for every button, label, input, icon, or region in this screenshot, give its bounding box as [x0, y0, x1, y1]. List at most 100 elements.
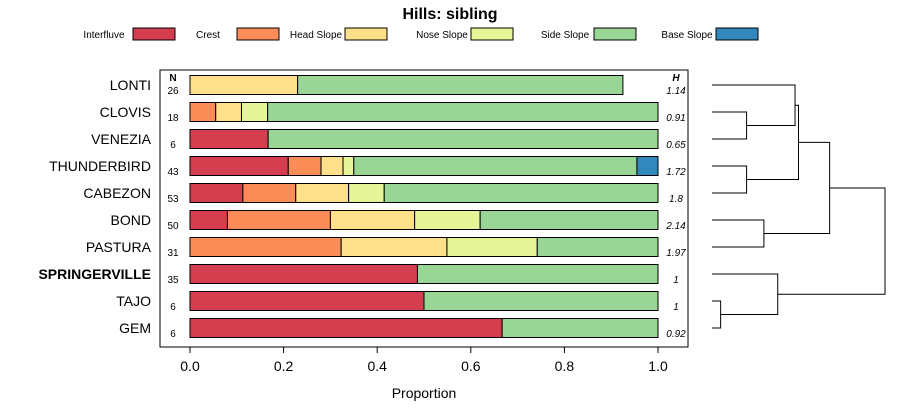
h-value: 0.65	[666, 140, 686, 151]
row-gem: GEM 6 0.92	[119, 318, 686, 340]
legend-label-nose-slope: Nose Slope	[416, 30, 468, 41]
bar-segment-head-slope	[340, 237, 448, 257]
x-tick-label: 0.2	[274, 358, 294, 374]
x-tick-label: 0.6	[461, 358, 481, 374]
bar-segment-nose-slope	[348, 183, 385, 203]
n-value: 6	[170, 140, 176, 151]
h-value: 0.92	[666, 329, 686, 340]
n-value: 43	[167, 167, 179, 178]
category-label: CABEZON	[83, 185, 151, 201]
row-cabezon: CABEZON 53 1.8	[83, 183, 683, 205]
bar-segment-side-slope	[297, 75, 624, 95]
bar-segment-side-slope	[423, 291, 659, 311]
h-value: 1.14	[666, 86, 686, 97]
h-value: 1.97	[666, 248, 686, 259]
n-value: 50	[167, 221, 179, 232]
n-value: 26	[167, 86, 179, 97]
legend-swatch-head-slope	[344, 27, 388, 41]
x-tick-label: 0.4	[367, 358, 387, 374]
bar-segment-side-slope	[501, 318, 659, 338]
legend-label-base-slope: Base Slope	[661, 30, 713, 41]
n-value: 6	[170, 329, 176, 340]
h-value: 2.14	[665, 221, 686, 232]
legend-swatch-side-slope	[593, 27, 637, 41]
bar-segment-head-slope	[189, 75, 299, 95]
dendrogram-link	[712, 165, 748, 194]
bar-segment-interfluve	[189, 264, 418, 284]
bar-segment-interfluve	[189, 129, 269, 149]
category-label: THUNDERBIRD	[49, 158, 151, 174]
dendrogram-link	[746, 104, 799, 180]
row-springerville: SPRINGERVILLE 35 1	[38, 264, 679, 286]
category-label: GEM	[119, 320, 151, 336]
h-value: 1.72	[666, 167, 686, 178]
category-label: PASTURA	[86, 239, 152, 255]
row-pastura: PASTURA 31 1.97	[86, 237, 686, 259]
bar-segment-side-slope	[416, 264, 659, 284]
legend: Interfluve Crest Head Slope Nose Slope Side …	[83, 27, 759, 41]
h-value: 1	[673, 275, 679, 286]
row-thunderbird: THUNDERBIRD 43 1.72	[49, 156, 686, 178]
bar-segment-interfluve	[189, 210, 228, 230]
x-tick-label: 0.8	[555, 358, 575, 374]
legend-swatch-crest	[236, 27, 280, 41]
bar-segment-head-slope	[295, 183, 350, 203]
legend-swatch-interfluve	[132, 27, 176, 41]
bar-segment-nose-slope	[414, 210, 481, 230]
bar-segment-side-slope	[267, 129, 659, 149]
bar-segment-nose-slope	[240, 102, 269, 122]
bar-segment-crest	[226, 210, 331, 230]
dendrogram-link	[763, 141, 831, 234]
category-label: LONTI	[110, 77, 151, 93]
dendrogram-link	[712, 111, 748, 140]
bar-rows: LONTI 26 1.14 CLOVIS 18 0.91 VENEZIA 6 0.65 THUND…	[38, 75, 686, 340]
dendrogram-link	[712, 273, 779, 315]
x-axis-title: Proportion	[392, 385, 457, 401]
h-value: 1	[673, 302, 679, 313]
bar-segment-crest	[287, 156, 322, 176]
h-value: 0.91	[666, 113, 685, 124]
dendrogram-link	[712, 219, 765, 248]
bar-segment-interfluve	[189, 156, 289, 176]
row-clovis: CLOVIS 18 0.91	[100, 102, 686, 124]
n-value: 6	[170, 302, 176, 313]
dendrogram-link	[712, 84, 796, 126]
bar-segment-head-slope	[329, 210, 416, 230]
legend-label-interfluve: Interfluve	[83, 30, 125, 41]
n-value: 53	[167, 194, 179, 205]
row-venezia: VENEZIA 6 0.65	[91, 129, 686, 151]
bar-segment-interfluve	[189, 318, 503, 338]
dendrogram-link	[712, 300, 722, 329]
category-label: TAJO	[116, 293, 151, 309]
bar-segment-base-slope	[636, 156, 659, 176]
bar-segment-nose-slope	[446, 237, 538, 257]
row-bond: BOND 50 2.14	[111, 210, 686, 232]
legend-swatch-nose-slope	[470, 27, 514, 41]
bar-segment-head-slope	[320, 156, 344, 176]
bar-segment-head-slope	[215, 102, 242, 122]
bar-segment-crest	[189, 102, 217, 122]
bar-segment-side-slope	[479, 210, 659, 230]
bar-segment-side-slope	[383, 183, 659, 203]
bar-segment-side-slope	[353, 156, 638, 176]
bar-segment-side-slope	[536, 237, 659, 257]
dendrogram	[712, 84, 886, 329]
h-value: 1.8	[669, 194, 683, 205]
legend-swatch-base-slope	[715, 27, 759, 41]
n-value: 18	[167, 113, 179, 124]
legend-label-crest: Crest	[196, 30, 220, 41]
n-value: 35	[167, 275, 179, 286]
bar-segment-interfluve	[189, 291, 425, 311]
category-label: SPRINGERVILLE	[38, 266, 151, 282]
x-tick-label: 0.0	[180, 358, 200, 374]
chart-title: Hills: sibling	[402, 6, 497, 23]
bar-segment-crest	[242, 183, 297, 203]
category-label: BOND	[111, 212, 151, 228]
x-axis: 0.0 0.2 0.4 0.6 0.8 1.0	[180, 347, 668, 374]
legend-label-side-slope: Side Slope	[541, 30, 590, 41]
row-tajo: TAJO 6 1	[116, 291, 679, 313]
row-lonti: LONTI 26 1.14	[110, 75, 686, 97]
bar-segment-crest	[189, 237, 342, 257]
bar-segment-nose-slope	[342, 156, 355, 176]
